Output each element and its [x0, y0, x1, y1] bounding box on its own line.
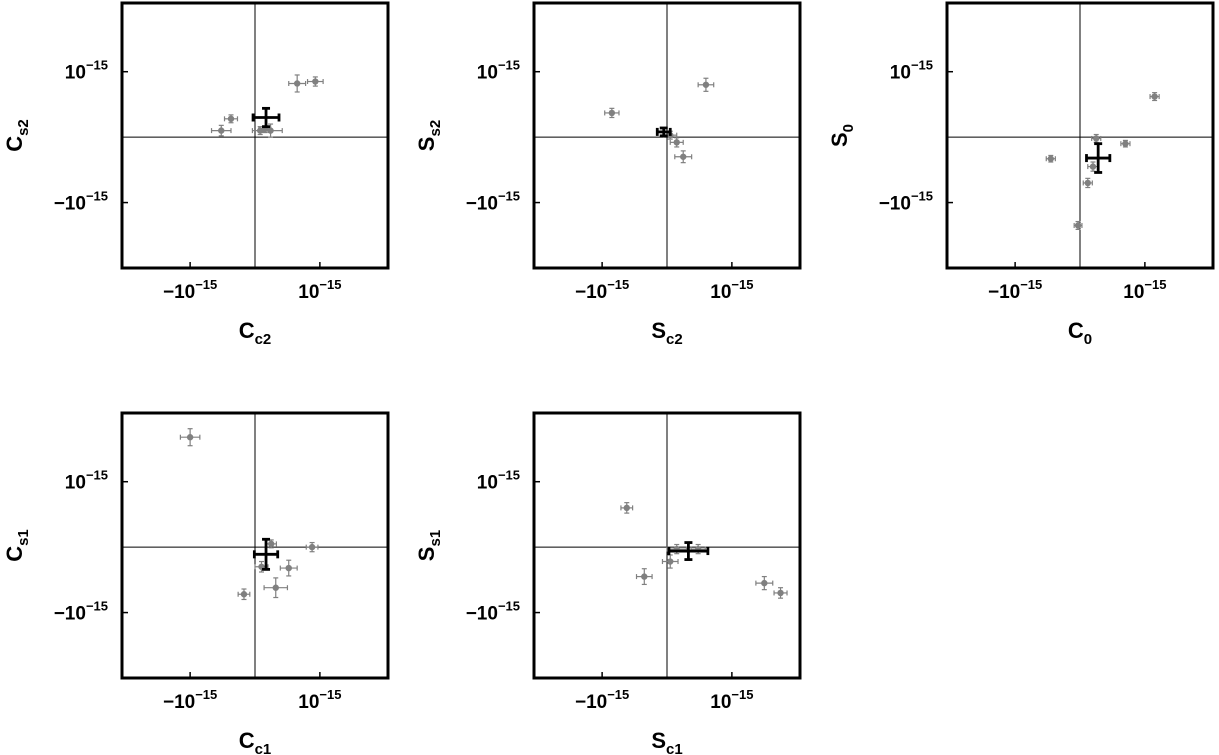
y-axis-label: Ss2: [414, 120, 444, 151]
x-tick-label: 10−15: [710, 687, 753, 713]
x-tick-label: −10−15: [575, 687, 629, 713]
x-tick-label: −10−15: [163, 687, 217, 713]
y-tick-label: −10−15: [54, 189, 108, 215]
y-tick-label: 10−15: [65, 58, 108, 84]
data-point: [669, 137, 684, 148]
y-tick-label: −10−15: [466, 189, 520, 215]
plot-frame: [120, 411, 390, 680]
x-tick-label: 10−15: [710, 277, 753, 303]
data-point: [1045, 154, 1056, 163]
data-point: [237, 588, 251, 601]
data-point: [306, 76, 324, 87]
x-tick-label: −10−15: [575, 277, 629, 303]
data-point: [1120, 139, 1131, 148]
data-point: [1087, 161, 1099, 172]
scatter-panel-3: −10−15 10−15 10−15 −10−15 C0 S0: [827, 1, 1215, 348]
x-tick-label: 10−15: [298, 277, 341, 303]
y-tick-label: 10−15: [477, 468, 520, 494]
mean-point: [655, 126, 672, 138]
data-point: [288, 74, 307, 93]
y-tick-label: 10−15: [65, 468, 108, 494]
plot-frame: [532, 1, 802, 270]
scatter-panel-2: −10−15 10−15 10−15 −10−15 Sc2 Ss2: [414, 1, 802, 348]
y-tick-label: −10−15: [879, 189, 933, 215]
data-point: [263, 577, 289, 599]
data-point: [604, 107, 620, 119]
data-point: [179, 428, 201, 447]
scatter-panel-5: −10−15 10−15 10−15 −10−15 Sc1 Ss1: [414, 411, 802, 755]
plot-frame: [532, 411, 802, 680]
y-tick-label: −10−15: [466, 599, 520, 625]
data-point: [223, 114, 239, 124]
mean-point: [1085, 142, 1112, 174]
y-axis-label: Ss1: [414, 530, 444, 561]
data-point: [620, 502, 634, 514]
plot-frame: [120, 1, 390, 270]
mean-point: [251, 106, 281, 129]
y-tick-label: −10−15: [54, 599, 108, 625]
y-axis-label: Cs1: [2, 529, 32, 562]
data-point: [635, 568, 653, 586]
x-tick-label: −10−15: [988, 277, 1042, 303]
y-tick-label: 10−15: [477, 58, 520, 84]
x-axis-label: Sc1: [651, 728, 682, 755]
data-point: [755, 575, 774, 591]
data-point: [305, 541, 319, 553]
data-point: [697, 77, 715, 92]
data-point: [1149, 92, 1160, 102]
data-point: [674, 150, 693, 164]
data-point: [1082, 177, 1093, 189]
plot-frame: [945, 1, 1215, 270]
x-tick-label: 10−15: [298, 687, 341, 713]
mean-point: [252, 537, 280, 571]
scatter-panel-4: −10−15 10−15 10−15 −10−15 Cc1 Cs1: [2, 411, 390, 755]
y-tick-label: 10−15: [890, 58, 933, 84]
x-axis-label: Sc2: [651, 318, 682, 348]
data-point: [773, 587, 788, 599]
data-point: [661, 554, 679, 569]
mean-point: [667, 541, 710, 561]
x-axis-label: C0: [1068, 318, 1092, 348]
x-tick-label: 10−15: [1123, 277, 1166, 303]
data-point: [210, 124, 232, 137]
scatter-panel-1: −10−15 10−15 10−15 −10−15 Cc2 Cs2: [2, 1, 390, 348]
data-point: [1073, 220, 1083, 230]
data-point: [258, 123, 283, 138]
y-axis-label: Cs2: [2, 119, 32, 152]
x-tick-label: −10−15: [163, 277, 217, 303]
data-point: [1091, 133, 1102, 143]
x-axis-label: Cc1: [239, 728, 272, 755]
data-point: [265, 539, 278, 549]
data-point: [279, 559, 298, 577]
x-axis-label: Cc2: [239, 318, 272, 348]
y-axis-label: S0: [827, 124, 857, 147]
